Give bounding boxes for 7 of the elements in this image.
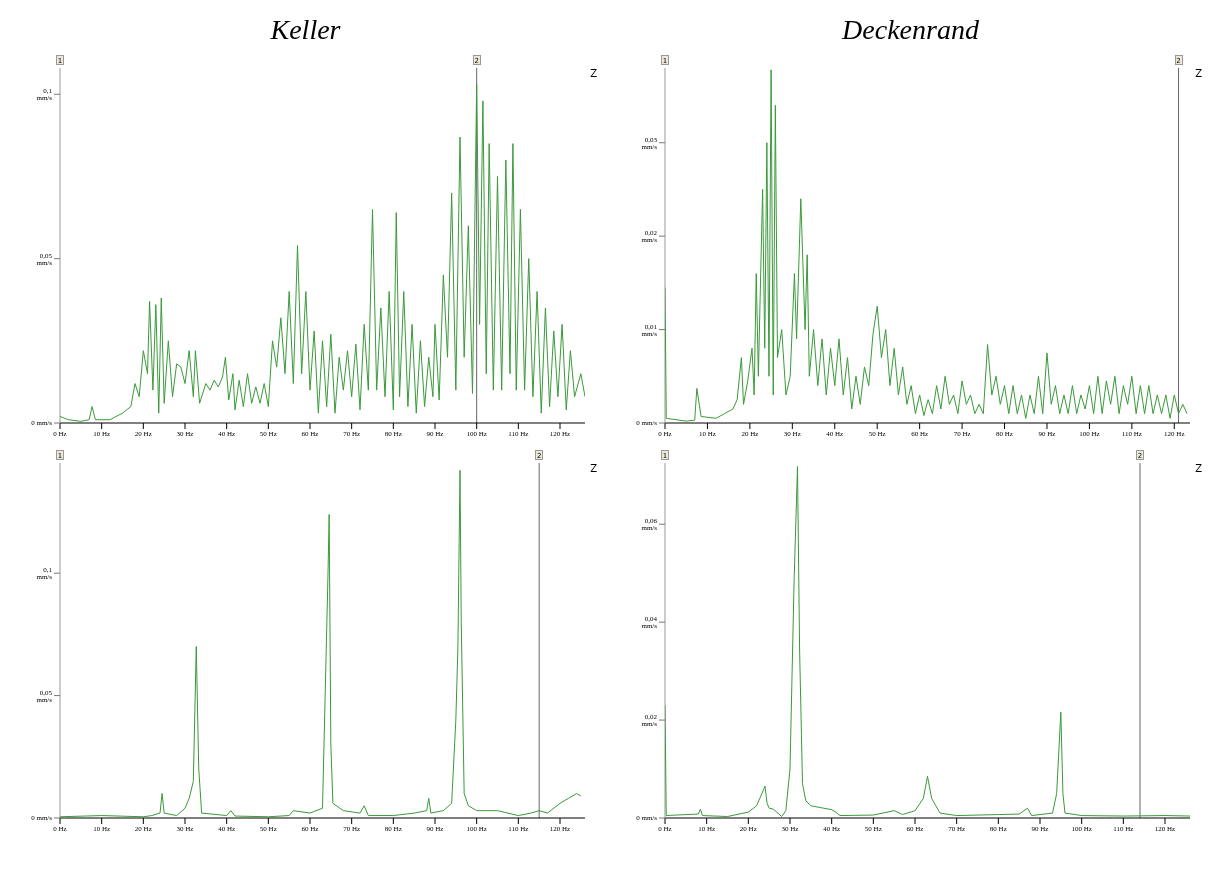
chart-title: Keller	[269, 13, 342, 47]
chart-title: Deckenrand	[840, 13, 980, 47]
text: Z	[1195, 68, 1202, 79]
text: Z	[590, 68, 597, 79]
text: Z	[590, 463, 597, 474]
line-series	[60, 469, 582, 818]
text: Z	[1195, 463, 1202, 474]
